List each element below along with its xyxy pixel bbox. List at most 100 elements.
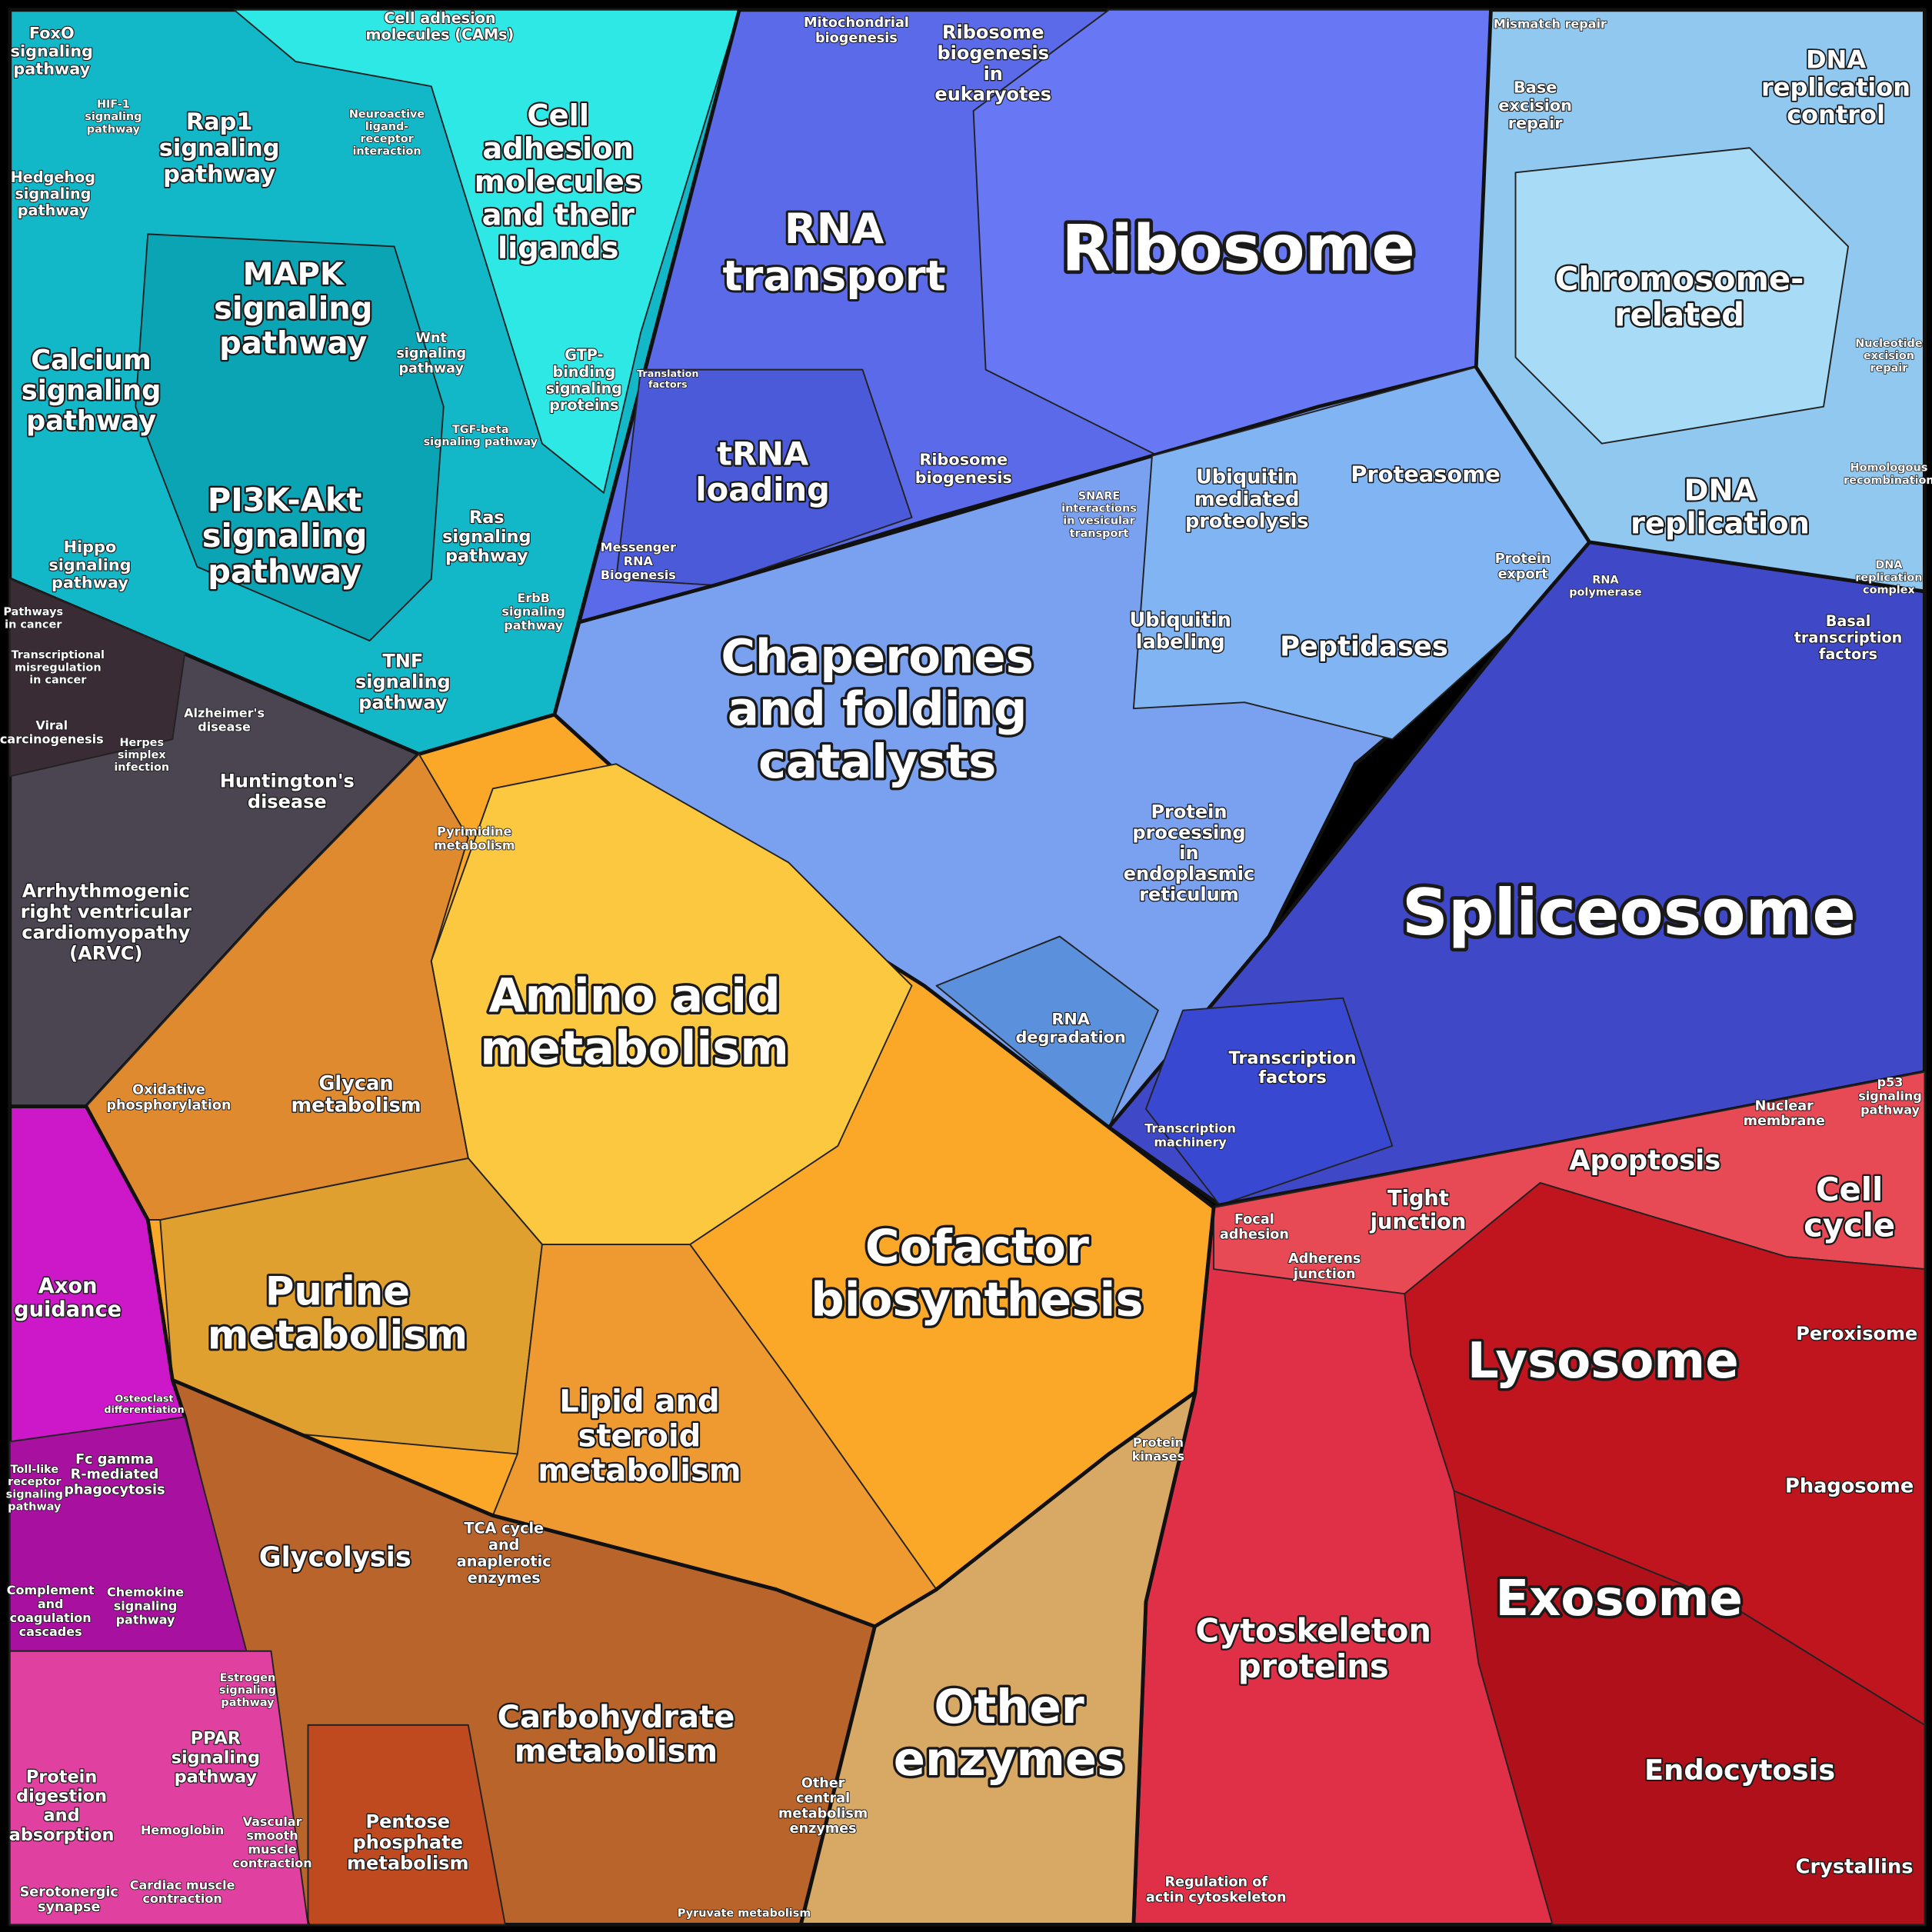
region-label: catalysts [758, 734, 996, 789]
region-label: DNA [1806, 45, 1866, 74]
region-label: recombination [1844, 475, 1932, 487]
digestion-subregion [8, 1650, 309, 1926]
region-label: smooth [246, 1828, 298, 1843]
region-label: contraction [142, 1891, 222, 1906]
region-label: Viral [35, 718, 68, 733]
region-label: transport [723, 251, 946, 300]
region-label: and their [482, 198, 635, 232]
region-label: and [488, 1536, 519, 1554]
region-label: misregulation [15, 661, 102, 674]
region-label: Herpes [119, 737, 164, 749]
region-label: Calcium [31, 345, 151, 376]
region-label: right ventricular [21, 901, 192, 922]
region-label: Cell [1816, 1171, 1883, 1208]
region-label: metabolism [208, 1313, 468, 1359]
region-label: signaling [546, 379, 622, 397]
region-label: signaling [114, 1599, 178, 1614]
region-label: metabolism [538, 1453, 741, 1488]
region-label: signaling [501, 605, 565, 619]
region-label: guidance [14, 1297, 122, 1321]
cell-adhesion-region [233, 8, 741, 494]
region-label: labeling [1136, 631, 1225, 654]
region-label: infection [114, 761, 169, 774]
region-label: degradation [1015, 1028, 1125, 1046]
region-label: molecules (CAMs) [366, 26, 515, 44]
region-label: pathway [219, 326, 367, 361]
region-label: Oxidative [132, 1083, 205, 1098]
region-label: Proteasome [1351, 461, 1500, 487]
region-label: Lysosome [1467, 1333, 1739, 1390]
region-label: excision [1864, 350, 1914, 362]
region-label: pathway [26, 405, 156, 437]
region-label: proteolysis [1185, 510, 1309, 533]
region-label: eukaryotes [934, 84, 1051, 105]
region-label: metabolism [291, 1094, 421, 1118]
region-label: Peptidases [1280, 631, 1448, 663]
region-label: Arrhythmogenic [22, 881, 190, 902]
region-label: Other [934, 1680, 1084, 1734]
region-label: mediated [1194, 488, 1299, 511]
region-label: p53 [1877, 1074, 1904, 1089]
region-label: DNA [1875, 559, 1903, 571]
region-label: interaction [352, 145, 421, 158]
region-label: Vascular [243, 1814, 302, 1829]
region-label: Base [1514, 78, 1557, 96]
region-label: pathway [8, 1501, 62, 1513]
region-label: Wnt [416, 331, 448, 346]
region-label: ErbB [517, 591, 550, 605]
region-label: R-mediated [71, 1467, 159, 1483]
region-label: Biogenesis [601, 568, 676, 582]
region-label: Serotonergic [20, 1884, 118, 1900]
region-label: central [796, 1791, 850, 1807]
region-label: Homologous [1850, 462, 1928, 475]
region-label: enzymes [894, 1732, 1125, 1787]
region-label: Cell [527, 98, 589, 133]
region-label: metabolism [434, 838, 515, 852]
region-label: Amino acid [488, 968, 780, 1023]
region-label: Cell adhesion [384, 9, 495, 27]
region-label: Estrogen [220, 1672, 276, 1684]
region-label: Glycolysis [259, 1542, 411, 1574]
region-label: TNF [382, 651, 423, 672]
region-label: factors [1258, 1068, 1327, 1088]
exosome-subregion [1453, 1490, 1926, 1926]
region-label: adhesion [1220, 1227, 1289, 1243]
region-label: RNA [784, 204, 884, 253]
region-label: Ribosome [1061, 211, 1415, 285]
region-label: molecules [475, 165, 642, 199]
region-label: proteins [1238, 1647, 1389, 1685]
region-label: pathway [445, 546, 528, 566]
region-label: Protein [1495, 551, 1551, 567]
region-label: Hippo [64, 538, 117, 556]
region-label: metabolism [778, 1806, 868, 1821]
region-label: Huntington's [220, 771, 355, 792]
region-label: DNA [1684, 474, 1757, 508]
region-label: Glycan [318, 1072, 393, 1095]
region-label: Transcription [1229, 1048, 1357, 1068]
region-label: Alzheimer's [184, 706, 265, 721]
region-label: phosphate [353, 1832, 463, 1854]
region-label: pathway [504, 618, 563, 633]
region-label: Cofactor [865, 1220, 1089, 1274]
region-label: pathway [163, 161, 275, 188]
region-label: Tight [1387, 1187, 1449, 1211]
region-label: receptor [8, 1476, 62, 1488]
other-enzymes-region [798, 1390, 1198, 1927]
region-label: Chemokine [107, 1585, 184, 1600]
region-label: signaling [6, 1488, 63, 1501]
region-label: Protein [1133, 1435, 1184, 1450]
region-label: cycle [1804, 1207, 1895, 1244]
region-label: carcinogenesis [0, 732, 104, 747]
labels: RibosomeRNAtransporttRNAloadingRibosomeb… [0, 8, 1932, 1920]
region-label: Transcription [1144, 1121, 1236, 1136]
region-label: export [1498, 567, 1549, 582]
region-label: signaling pathway [424, 436, 538, 448]
region-label: pathway [1860, 1102, 1920, 1117]
region-label: metabolism [347, 1853, 468, 1874]
region-label: Exosome [1495, 1571, 1743, 1627]
region-label: signaling [15, 185, 91, 203]
region-label: cascades [19, 1624, 82, 1639]
region-label: and [44, 1806, 80, 1826]
region-label: steroid [578, 1419, 701, 1454]
region-label: pathway [208, 553, 361, 591]
